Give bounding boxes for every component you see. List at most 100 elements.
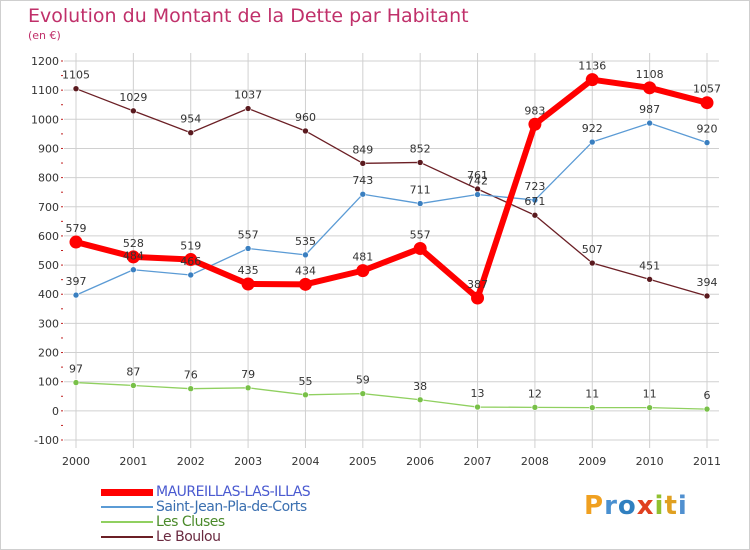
data-label: 852	[410, 142, 431, 155]
data-label: 557	[238, 228, 259, 241]
data-label: 1057	[693, 83, 721, 96]
logo-letter: i	[677, 491, 688, 521]
data-label: 743	[352, 174, 373, 187]
data-label: 394	[697, 276, 718, 289]
data-label: 11	[643, 388, 657, 401]
data-point	[130, 107, 137, 115]
data-label: 528	[123, 237, 144, 250]
legend-label-les-cluses: Les Cluses	[156, 514, 225, 530]
y-tick-label: -100	[34, 434, 59, 447]
y-tick-label: 0	[52, 405, 59, 418]
data-label: 519	[180, 240, 201, 253]
data-label: 579	[66, 222, 87, 235]
y-tick-label: 100	[38, 376, 59, 389]
x-tick-label: 2000	[62, 455, 90, 468]
data-point	[531, 211, 539, 219]
data-label: 59	[356, 374, 370, 387]
data-label: 1037	[234, 89, 262, 102]
data-label: 954	[180, 113, 201, 126]
data-point	[700, 96, 714, 110]
data-label: 671	[524, 195, 545, 208]
axis-layer: -100 0 100 200 300 400 500 600 700 800 900 1000 1100…	[31, 55, 721, 468]
legend-label-le-boulou: Le Boulou	[156, 529, 221, 545]
data-label: 1108	[636, 68, 664, 81]
data-label: 97	[69, 363, 83, 376]
legend-swatch-les-cluses	[101, 521, 153, 523]
y-tick-label: 1000	[31, 113, 59, 126]
data-point	[130, 382, 137, 389]
data-label: 557	[410, 228, 431, 241]
data-point	[72, 85, 80, 92]
y-tick-label: 200	[38, 347, 59, 360]
data-label: 76	[184, 369, 198, 382]
data-label: 920	[697, 123, 718, 136]
data-label: 12	[528, 387, 542, 400]
data-point	[531, 404, 539, 411]
data-label: 711	[410, 184, 431, 197]
legend-label-maureillas: MAUREILLAS-LAS-ILLAS	[156, 484, 311, 500]
y-tick-label: 800	[38, 172, 59, 185]
data-label: 387	[467, 278, 488, 291]
logo-letter: t	[664, 491, 678, 521]
y-tick-label: 700	[38, 201, 59, 214]
logo-letter: P	[584, 491, 605, 521]
data-label: 1105	[62, 69, 90, 82]
logo-letter: r	[604, 491, 618, 521]
y-tick-label: 600	[38, 230, 59, 243]
data-point	[703, 292, 711, 300]
data-point	[646, 119, 653, 127]
data-point	[703, 405, 711, 413]
x-tick-label: 2010	[636, 455, 664, 468]
legend-swatch-le-boulou	[101, 536, 153, 538]
logo-letter: x	[636, 491, 655, 521]
x-tick-label: 2008	[521, 455, 549, 468]
data-point	[416, 200, 424, 207]
x-tick-label: 2007	[464, 455, 492, 468]
series-line	[73, 76, 710, 302]
data-label: 922	[582, 122, 603, 135]
data-point	[646, 404, 653, 411]
data-label: 397	[66, 275, 87, 288]
proxiti-logo[interactable]: Proxiti	[584, 491, 688, 521]
x-tick-label: 2004	[291, 455, 319, 468]
series-line	[75, 88, 708, 297]
data-label: 435	[238, 264, 259, 277]
data-point	[359, 390, 367, 397]
legend-swatch-saint-jean	[101, 506, 153, 508]
data-label: 55	[298, 375, 312, 388]
data-point	[646, 276, 653, 283]
y-tick-label: 1200	[31, 55, 59, 68]
data-point	[302, 251, 309, 259]
data-point	[187, 271, 195, 279]
data-point	[356, 264, 370, 278]
data-label: 451	[639, 259, 660, 272]
data-point	[302, 391, 309, 399]
y-tick-label: 400	[38, 288, 59, 301]
y-tick-label: 900	[38, 142, 59, 155]
data-point	[244, 245, 252, 252]
data-label: 1029	[119, 91, 147, 104]
x-tick-label: 2006	[406, 455, 434, 468]
legend-label-saint-jean: Saint-Jean-Pla-de-Corts	[156, 499, 307, 515]
data-point	[416, 159, 424, 166]
data-point	[643, 81, 657, 95]
legend-swatch-maureillas	[101, 489, 153, 496]
data-point	[588, 259, 596, 267]
grid-layer	[64, 53, 719, 448]
data-point	[528, 117, 542, 131]
data-point	[413, 241, 427, 255]
data-label: 38	[413, 380, 427, 393]
chart-subtitle: (en €)	[28, 29, 61, 42]
data-label: 6	[704, 389, 711, 402]
y-tick-label: 500	[38, 259, 59, 272]
data-point	[588, 404, 596, 411]
data-label: 507	[582, 243, 603, 256]
x-tick-label: 2003	[234, 455, 262, 468]
label-layer: 1105 1029 954 1037 960 849 852 761 671 507 451 394 3…	[62, 60, 721, 402]
data-point	[531, 196, 539, 204]
x-tick-label: 2011	[693, 455, 721, 468]
data-label: 11	[585, 388, 599, 401]
y-tick-label: 300	[38, 317, 59, 330]
